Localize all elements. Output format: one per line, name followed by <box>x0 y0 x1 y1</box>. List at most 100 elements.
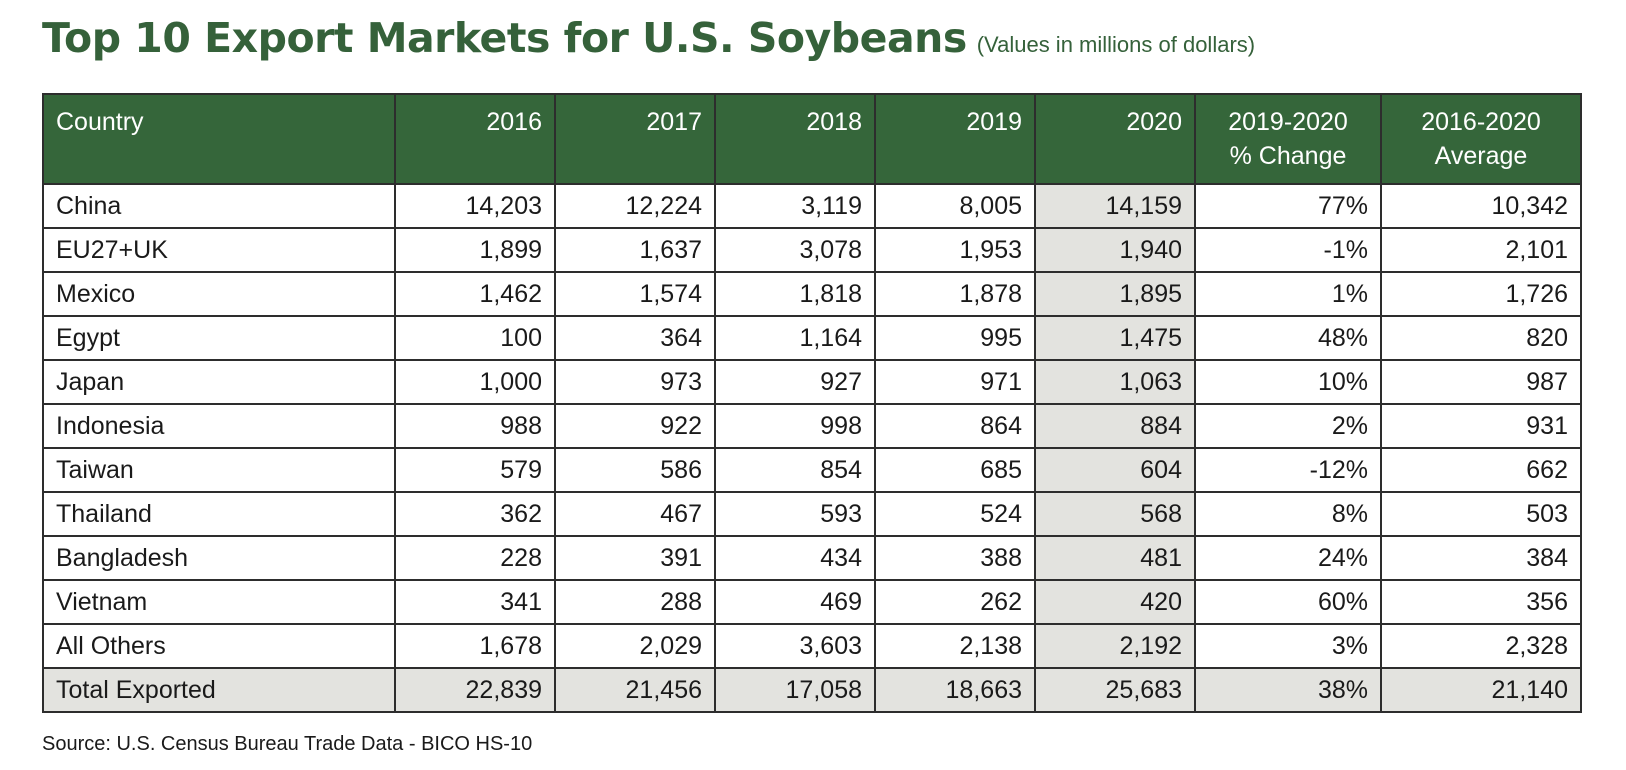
value-cell: 931 <box>1380 403 1582 449</box>
column-header-text: Country <box>56 108 144 136</box>
value-cell: 17,058 <box>714 667 876 713</box>
value-cell: 38% <box>1194 667 1382 713</box>
column-header: 2019-2020 % Change <box>1194 93 1382 185</box>
value-cell: 364 <box>554 315 716 361</box>
value-cell: 971 <box>874 359 1036 405</box>
value-cell: 604 <box>1034 447 1196 493</box>
value-cell: 228 <box>394 535 556 581</box>
value-cell: 685 <box>874 447 1036 493</box>
value-cell: 503 <box>1380 491 1582 537</box>
value-cell: 24% <box>1194 535 1382 581</box>
value-cell: 434 <box>714 535 876 581</box>
value-cell: 995 <box>874 315 1036 361</box>
column-header-text: Average <box>1434 142 1528 170</box>
value-cell: 288 <box>554 579 716 625</box>
table-row: Thailand 362 467 593 524 568 8% 503 <box>42 491 1582 537</box>
table-header-row: Country 2016 2017 2018 2019 2020 2019-2020 % Ch… <box>42 93 1582 185</box>
country-cell: Japan <box>42 359 396 405</box>
value-cell: 100 <box>394 315 556 361</box>
column-header: Country <box>42 93 396 185</box>
value-cell: 854 <box>714 447 876 493</box>
value-cell: 481 <box>1034 535 1196 581</box>
export-markets-table: Country 2016 2017 2018 2019 2020 2019-2020 % Ch… <box>42 93 1582 713</box>
value-cell: 2% <box>1194 403 1382 449</box>
value-cell: 10% <box>1194 359 1382 405</box>
column-header-text: % Change <box>1229 142 1347 170</box>
value-cell: 362 <box>394 491 556 537</box>
value-cell: 927 <box>714 359 876 405</box>
value-cell: 469 <box>714 579 876 625</box>
value-cell: 467 <box>554 491 716 537</box>
country-cell: Taiwan <box>42 447 396 493</box>
value-cell: 987 <box>1380 359 1582 405</box>
value-cell: 3,603 <box>714 623 876 669</box>
value-cell: 1,895 <box>1034 271 1196 317</box>
value-cell: 3,119 <box>714 183 876 229</box>
value-cell: -1% <box>1194 227 1382 273</box>
column-header-text: 2019-2020 <box>1228 108 1348 136</box>
value-cell: 1,818 <box>714 271 876 317</box>
value-cell: 420 <box>1034 579 1196 625</box>
value-cell: 864 <box>874 403 1036 449</box>
table-row: Mexico 1,462 1,574 1,818 1,878 1,895 1% 1,726 <box>42 271 1582 317</box>
value-cell: 341 <box>394 579 556 625</box>
value-cell: 48% <box>1194 315 1382 361</box>
value-cell: 3% <box>1194 623 1382 669</box>
country-cell: Total Exported <box>42 667 396 713</box>
value-cell: 356 <box>1380 579 1582 625</box>
country-cell: Vietnam <box>42 579 396 625</box>
value-cell: 391 <box>554 535 716 581</box>
value-cell: 1,462 <box>394 271 556 317</box>
table-row: Egypt 100 364 1,164 995 1,475 48% 820 <box>42 315 1582 361</box>
value-cell: 1,637 <box>554 227 716 273</box>
value-cell: 60% <box>1194 579 1382 625</box>
column-header-text: 2018 <box>806 108 862 136</box>
value-cell: 1,164 <box>714 315 876 361</box>
value-cell: 662 <box>1380 447 1582 493</box>
value-cell: 8,005 <box>874 183 1036 229</box>
value-cell: 1,899 <box>394 227 556 273</box>
value-cell: 579 <box>394 447 556 493</box>
column-header-text: 2017 <box>646 108 702 136</box>
table-row: Bangladesh 228 391 434 388 481 24% 384 <box>42 535 1582 581</box>
value-cell: 12,224 <box>554 183 716 229</box>
country-cell: Bangladesh <box>42 535 396 581</box>
table-row: Vietnam 341 288 469 262 420 60% 356 <box>42 579 1582 625</box>
column-header-text: 2019 <box>966 108 1022 136</box>
value-cell: 77% <box>1194 183 1382 229</box>
column-header-text: 2016-2020 <box>1421 108 1541 136</box>
value-cell: 973 <box>554 359 716 405</box>
value-cell: 922 <box>554 403 716 449</box>
column-header: 2016 <box>394 93 556 185</box>
title-row: Top 10 Export Markets for U.S. Soybeans … <box>42 14 1255 62</box>
value-cell: 1,726 <box>1380 271 1582 317</box>
value-cell: 14,159 <box>1034 183 1196 229</box>
value-cell: 2,029 <box>554 623 716 669</box>
value-cell: 568 <box>1034 491 1196 537</box>
country-cell: China <box>42 183 396 229</box>
value-cell: 388 <box>874 535 1036 581</box>
value-cell: 884 <box>1034 403 1196 449</box>
value-cell: 586 <box>554 447 716 493</box>
value-cell: 1,940 <box>1034 227 1196 273</box>
value-cell: 1,000 <box>394 359 556 405</box>
column-header-text: 2016 <box>486 108 542 136</box>
source-note: Source: U.S. Census Bureau Trade Data - … <box>42 733 533 755</box>
value-cell: 262 <box>874 579 1036 625</box>
table-row: Taiwan 579 586 854 685 604 -12% 662 <box>42 447 1582 493</box>
country-cell: Thailand <box>42 491 396 537</box>
value-cell: 18,663 <box>874 667 1036 713</box>
country-cell: Egypt <box>42 315 396 361</box>
value-cell: 1,678 <box>394 623 556 669</box>
value-cell: 8% <box>1194 491 1382 537</box>
value-cell: 593 <box>714 491 876 537</box>
table-row: Indonesia 988 922 998 864 884 2% 931 <box>42 403 1582 449</box>
value-cell: 1% <box>1194 271 1382 317</box>
value-cell: 1,574 <box>554 271 716 317</box>
value-cell: 21,140 <box>1380 667 1582 713</box>
value-cell: 2,138 <box>874 623 1036 669</box>
value-cell: 10,342 <box>1380 183 1582 229</box>
table-body: China 14,203 12,224 3,119 8,005 14,159 77% 10,3… <box>42 183 1582 713</box>
value-cell: 1,953 <box>874 227 1036 273</box>
column-header: 2020 <box>1034 93 1196 185</box>
